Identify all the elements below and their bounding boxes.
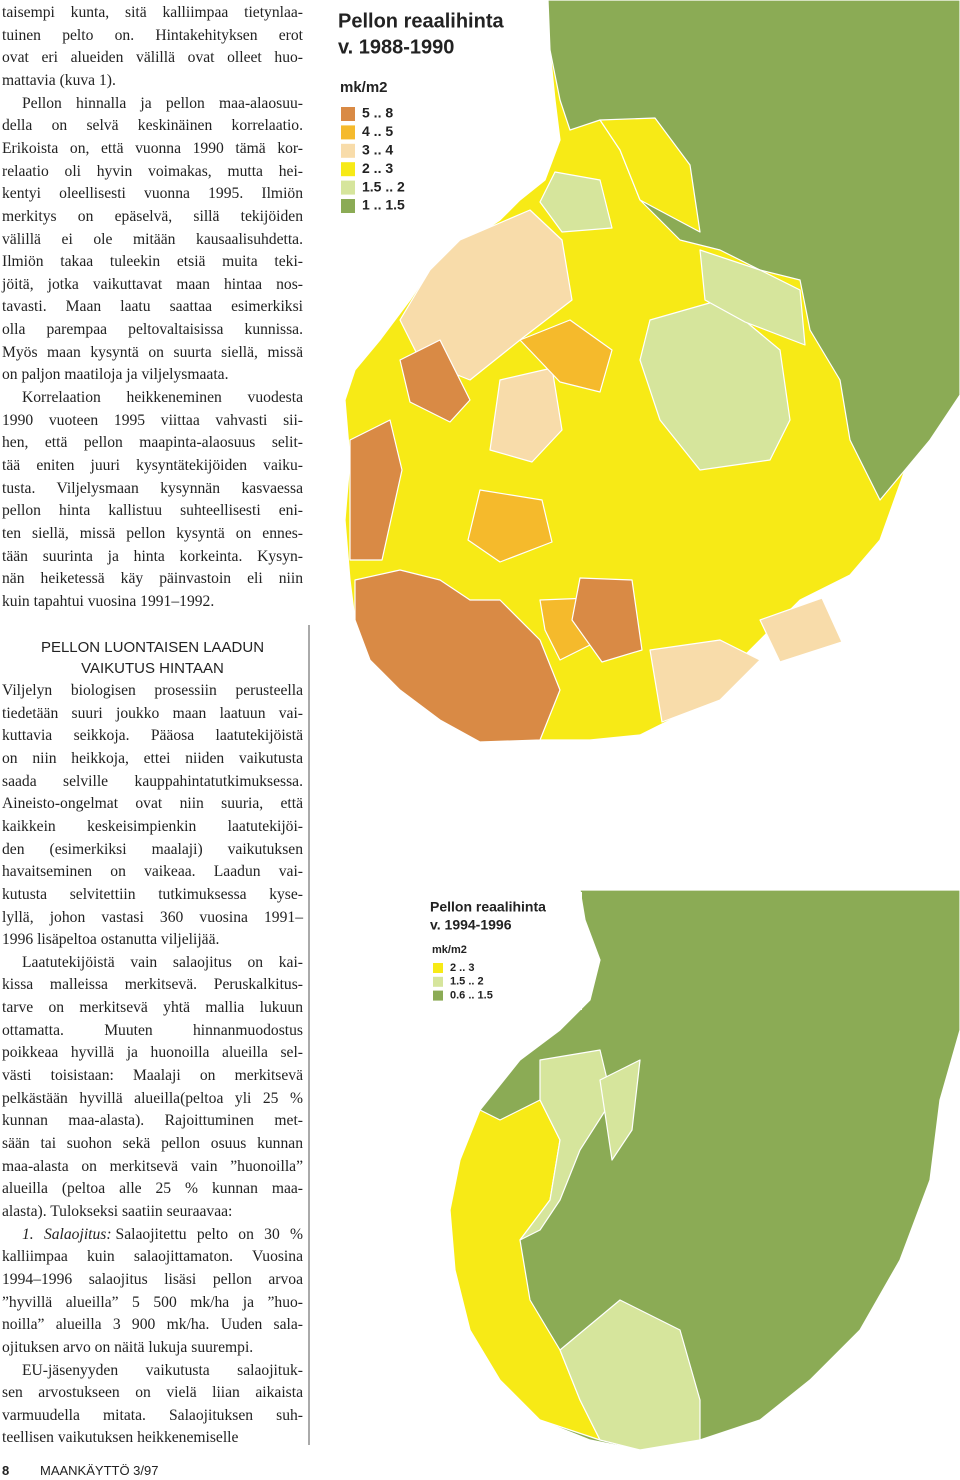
text-line: 1990 vuoteen 1995 viittaa vahvasti sii- (2, 411, 303, 429)
text-line: poikkeaa hyvillä ja huonoilla alueilla s… (2, 1044, 303, 1062)
legend-swatch (341, 162, 355, 177)
text-line: sen arvostukseen on vielä liian aikaista (2, 1384, 303, 1402)
text-line: kaikkein keskeisimpienkin laatutekijöi- (2, 817, 303, 835)
text-line: tusta. Viljelysmaan kysynnän kasvaessa (2, 479, 303, 497)
text-line: EU-jäsenyyden vaikutusta salaojituk- (22, 1361, 303, 1379)
text-line: sään tai suohon sekä pellon osuus kunnan (2, 1135, 303, 1152)
text-line: on paljon maatiloja ja viljelysmaata. (2, 366, 229, 384)
section-heading: VAIKUTUS HINTAAN (81, 660, 224, 677)
map-title: Pellon reaalihinta (430, 899, 546, 915)
text-line: 1. Salaojitus: Salaojitettu pelto on 30 % (22, 1225, 303, 1245)
legend-label: 4 .. 5 (362, 123, 393, 139)
text-line: kissa malleissa merkitsevä. Peruskalkitu… (2, 976, 303, 994)
map-title: Pellon reaalihinta (338, 10, 504, 32)
map-subtitle: v. 1988-1990 (338, 36, 454, 58)
legend-label: 2 .. 3 (450, 962, 474, 974)
text-line: välillä ei ole mitään kausaalisuhdetta. (2, 230, 303, 248)
text-line: teellisen vaikutuksen heikkenemiselle (2, 1429, 239, 1447)
legend-label: 5 .. 8 (362, 105, 393, 121)
text-line: nän heiketessä käy päinvastoin eli niin (2, 570, 303, 588)
text-line: merkitys on epäselvä, sillä tekijöiden (2, 207, 303, 225)
legend-swatch (433, 990, 443, 1001)
text-line: maa-alasta on merkitsevä vain ”huonoilla… (2, 1157, 303, 1175)
map-1994-1996 (449, 889, 960, 1451)
publication: MAANKÄYTTÖ 3/97 (40, 1463, 159, 1478)
text-line: ottamatta. Muuten hinnanmuodostus (2, 1021, 303, 1039)
legend-unit: mk/m2 (340, 79, 388, 96)
text-line: pelkästään hyvillä alueilla(peltoa yli 2… (2, 1089, 303, 1107)
legend-label: 3 .. 4 (362, 142, 393, 158)
text-line: tää eniten juuri kysyntätekijöiden vaiku… (2, 457, 303, 474)
text-line: Pellon hinnalla ja pellon maa-alaosuu- (22, 94, 303, 112)
text-line: kalliimpaa kuin salaojittamaton. Vuosina (2, 1248, 303, 1266)
map-subtitle: v. 1994-1996 (430, 917, 512, 933)
section-heading: PELLON LUONTAISEN LAADUN (40, 639, 265, 656)
legend-swatch (341, 143, 355, 158)
legend-swatch (341, 125, 355, 140)
text-line: jöitä, jotka vaikuttavat maan hintaa nos… (2, 275, 303, 293)
text-line: tiedetään suuri joukko maan laatuun vai- (2, 704, 303, 722)
legend-swatch (341, 107, 355, 121)
legend-swatch (433, 976, 443, 987)
text-line: hen, että pellon maapinta-alaosuus selit… (2, 434, 303, 452)
text-line: saada selville kauppahintatutkimuksessa. (2, 772, 303, 790)
text-line: relaatio oli hyvin voimakas, mutta hei- (2, 162, 303, 180)
text-line: kutusta selvitettiin tutkimuksessa kyse- (2, 885, 303, 903)
legend-swatch (341, 180, 355, 195)
text-line: havaitseminen on vaikeaa. Laadun vai- (2, 863, 303, 881)
text-line: Korrelaation heikkeneminen vuodesta (22, 389, 303, 407)
text-line: tarve on merkitsevä yhtä mallia lukuun (2, 999, 303, 1017)
list-label: 1. Salaojitus: (22, 1225, 112, 1243)
text-line: on niin heikkoja, ettei niiden vaikutust… (2, 749, 303, 767)
text-line: Myös maan kysyntä on suurta siellä, miss… (2, 343, 303, 361)
text-line: tavasti. Maan laatu saattaa esimerkiksi (2, 298, 303, 316)
text-line: lyllä, johon vastasi 360 vuosina 1991– (2, 908, 303, 926)
legend-label: 1.5 .. 2 (362, 178, 405, 194)
legend-label: 2 .. 3 (362, 160, 393, 176)
page-number: 8 (2, 1463, 10, 1478)
text-line: kentyi oleellisesti vuonna 1995. Ilmiön (2, 185, 303, 203)
text-line: ten siellä, missä pellon kysyntä on enne… (2, 524, 303, 542)
text-line: tään suurinta ja hinta korkeinta. Kysyn- (2, 547, 303, 565)
list-text: Salaojitettu pelto on 30 % (115, 1225, 303, 1243)
legend-swatch (341, 199, 355, 213)
text-line: Laatutekijöistä vain salaojitus on kai- (22, 953, 303, 971)
text-line: mattavia (kuva 1). (2, 71, 116, 89)
legend-label: 1 .. 1.5 (362, 197, 405, 213)
text-line: ovat eri alueiden välillä ovat olleet hu… (2, 49, 303, 67)
legend-unit: mk/m2 (432, 944, 467, 956)
text-line: olla parempaa peltovaltaisissa kunnissa. (2, 321, 303, 339)
legend-label: 0.6 .. 1.5 (450, 990, 493, 1002)
text-line: Erikoista on, että vuonna 1990 tämä kor- (2, 139, 303, 157)
text-line: Viljelyn biologisen prosessiin perusteel… (2, 682, 303, 699)
text-line: alueilla (peltoa alle 25 % kunnan maa- (2, 1180, 303, 1198)
legend-swatch (433, 963, 443, 973)
text-line: ”hyvillä alueilla” 5 500 mk/ha ja ”huo- (2, 1293, 303, 1311)
text-line: kuin tapahtui vuosina 1991–1992. (2, 592, 215, 610)
text-line: noilla” alueilla 3 900 mk/ha. Uuden sala… (2, 1316, 303, 1334)
text-line: tuinen pelto on. Hintakehityksen erot (2, 26, 303, 44)
text-line: Ilmiön takaa tuleekin etsiä muita teki- (2, 253, 303, 271)
text-line: varmuudella mitata. Salaojituksen suh- (2, 1406, 303, 1424)
text-line: della on selvä keskinäinen korrelaatio. (2, 117, 303, 135)
text-line: kunnan maa-alasta). Rajoittuminen met- (2, 1112, 303, 1130)
text-line: alasta). Tulokseksi saatiin seuraavaa: (2, 1202, 233, 1220)
text-line: kuttavia seikkoja. Pääosa laatutekijöist… (2, 727, 303, 745)
legend-label: 1.5 .. 2 (450, 976, 484, 988)
legend-box (420, 892, 582, 1010)
text-line: Aineisto-ongelmat ovat niin suuria, että (2, 795, 303, 813)
text-line: den (esimerkiksi maalaji) vaikutuksen (2, 840, 303, 858)
map-1988-1990 (344, 0, 960, 743)
text-line: pellon hinta kallistuu suhteellisesti en… (2, 502, 303, 520)
text-line: 1994–1996 salaojitus lisäsi pellon arvoa (2, 1270, 303, 1288)
text-line: ojituksen arvo on näitä lukuja suurempi. (2, 1338, 254, 1356)
text-line: taisempi kunta, sitä kalliimpaa tietynla… (2, 4, 303, 21)
text-line: 1996 lisäpeltoa ostanutta viljelijää. (2, 931, 220, 949)
text-line: västi toisistaan: Maalaji on merkitsevä (2, 1067, 303, 1085)
